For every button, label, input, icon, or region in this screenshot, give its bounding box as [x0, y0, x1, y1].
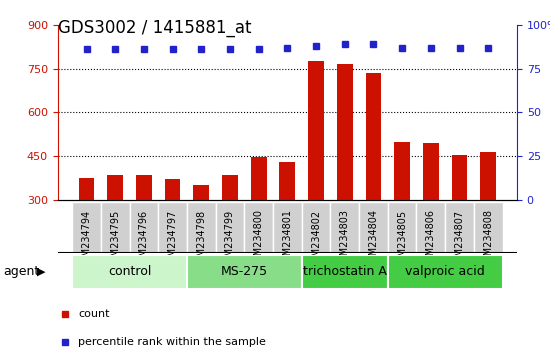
FancyBboxPatch shape [474, 202, 503, 253]
FancyBboxPatch shape [273, 202, 302, 253]
FancyBboxPatch shape [216, 202, 244, 253]
Bar [251, 157, 267, 287]
Text: GSM234804: GSM234804 [368, 210, 378, 268]
Bar [366, 73, 381, 287]
Bar [194, 185, 209, 287]
Text: GSM234800: GSM234800 [254, 210, 263, 268]
FancyBboxPatch shape [388, 202, 416, 253]
FancyBboxPatch shape [445, 202, 474, 253]
Bar [337, 64, 353, 287]
Bar [79, 178, 95, 287]
Text: GSM234797: GSM234797 [168, 210, 178, 269]
FancyBboxPatch shape [302, 202, 331, 253]
Text: trichostatin A: trichostatin A [303, 265, 387, 278]
FancyBboxPatch shape [158, 202, 187, 253]
FancyBboxPatch shape [416, 202, 445, 253]
Bar [308, 61, 324, 287]
FancyBboxPatch shape [302, 255, 388, 289]
Text: GSM234805: GSM234805 [397, 210, 407, 269]
Text: GSM234803: GSM234803 [340, 210, 350, 268]
Text: MS-275: MS-275 [221, 265, 268, 278]
Bar [452, 155, 467, 287]
Bar [164, 179, 180, 287]
Bar [222, 175, 238, 287]
FancyBboxPatch shape [72, 255, 187, 289]
Text: percentile rank within the sample: percentile rank within the sample [79, 337, 266, 347]
FancyBboxPatch shape [359, 202, 388, 253]
Text: GSM234799: GSM234799 [225, 210, 235, 269]
FancyBboxPatch shape [331, 202, 359, 253]
Bar [480, 152, 496, 287]
FancyBboxPatch shape [244, 202, 273, 253]
FancyBboxPatch shape [388, 255, 503, 289]
FancyBboxPatch shape [187, 202, 216, 253]
Bar [279, 162, 295, 287]
Text: GSM234802: GSM234802 [311, 210, 321, 269]
Text: GSM234796: GSM234796 [139, 210, 149, 269]
Text: GDS3002 / 1415881_at: GDS3002 / 1415881_at [58, 19, 251, 38]
Bar [136, 175, 152, 287]
Text: GSM234795: GSM234795 [110, 210, 120, 269]
Text: GSM234807: GSM234807 [454, 210, 465, 269]
Text: GSM234808: GSM234808 [483, 210, 493, 268]
Text: agent: agent [3, 266, 39, 278]
Text: ▶: ▶ [37, 267, 45, 277]
FancyBboxPatch shape [101, 202, 130, 253]
FancyBboxPatch shape [130, 202, 158, 253]
Text: control: control [108, 265, 151, 278]
Text: GSM234798: GSM234798 [196, 210, 206, 269]
Text: valproic acid: valproic acid [405, 265, 485, 278]
Text: GSM234806: GSM234806 [426, 210, 436, 268]
FancyBboxPatch shape [187, 255, 302, 289]
Bar [107, 175, 123, 287]
FancyBboxPatch shape [72, 202, 101, 253]
Bar [423, 143, 439, 287]
Text: GSM234794: GSM234794 [81, 210, 91, 269]
Text: count: count [79, 309, 110, 319]
Bar [394, 142, 410, 287]
Text: GSM234801: GSM234801 [282, 210, 293, 268]
